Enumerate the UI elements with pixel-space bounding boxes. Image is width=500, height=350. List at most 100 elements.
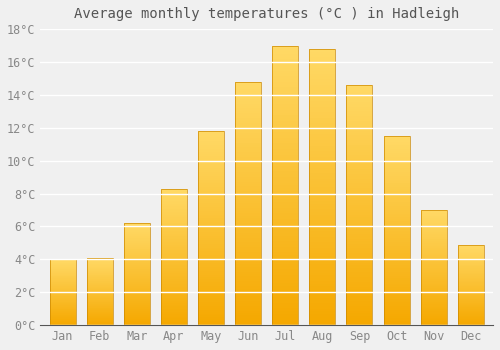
Bar [235,313,261,315]
Bar [272,210,298,213]
Bar [346,299,372,301]
Bar [420,256,446,257]
Bar [420,250,446,252]
Bar [272,202,298,205]
Bar [86,270,113,271]
Bar [50,283,76,284]
Bar [346,193,372,196]
Bar [161,292,187,294]
Bar [310,146,336,148]
Bar [420,280,446,281]
Bar [198,162,224,164]
Bar [310,187,336,190]
Bar [198,172,224,174]
Bar [198,166,224,168]
Bar [198,170,224,172]
Bar [420,320,446,321]
Bar [384,191,409,193]
Bar [346,231,372,234]
Bar [384,204,409,206]
Bar [346,160,372,162]
Bar [198,180,224,182]
Bar [161,260,187,261]
Bar [198,271,224,273]
Bar [235,184,261,187]
Bar [198,205,224,207]
Bar [272,144,298,146]
Bar [124,294,150,295]
Bar [161,199,187,201]
Bar [384,157,409,159]
Bar [384,251,409,253]
Bar [384,302,409,304]
Bar [458,277,484,278]
Bar [198,218,224,220]
Bar [458,255,484,256]
Bar [198,300,224,302]
Bar [235,128,261,131]
Bar [124,321,150,322]
Bar [420,300,446,301]
Bar [420,239,446,240]
Bar [86,277,113,278]
Bar [420,222,446,223]
Bar [198,139,224,141]
Bar [50,277,76,278]
Bar [235,257,261,259]
Bar [86,260,113,261]
Bar [86,308,113,309]
Bar [272,48,298,51]
Bar [384,185,409,187]
Bar [346,265,372,267]
Bar [458,272,484,273]
Bar [198,215,224,217]
Bar [458,316,484,317]
Bar [124,262,150,263]
Bar [310,270,336,273]
Bar [161,210,187,212]
Bar [420,324,446,325]
Bar [50,322,76,323]
Bar [420,281,446,282]
Bar [86,288,113,289]
Bar [50,310,76,311]
Bar [346,224,372,227]
Bar [272,197,298,199]
Bar [346,275,372,277]
Bar [458,285,484,286]
Bar [420,264,446,265]
Bar [161,212,187,213]
Bar [272,278,298,280]
Bar [346,308,372,311]
Bar [86,268,113,269]
Bar [86,275,113,276]
Bar [458,297,484,298]
Bar [272,141,298,144]
Bar [310,239,336,242]
Bar [50,292,76,293]
Bar [161,284,187,286]
Bar [124,318,150,319]
Bar [124,226,150,227]
Bar [420,299,446,300]
Bar [310,320,336,322]
Bar [346,121,372,124]
Bar [420,298,446,299]
Bar [198,158,224,160]
Bar [161,272,187,273]
Bar [272,46,298,48]
Bar [272,62,298,65]
Bar [161,275,187,276]
Bar [198,323,224,325]
Bar [420,210,446,325]
Bar [420,224,446,225]
Bar [272,233,298,236]
Bar [346,277,372,280]
Bar [161,266,187,268]
Bar [272,294,298,297]
Bar [50,307,76,308]
Bar [50,270,76,271]
Bar [124,229,150,230]
Bar [272,177,298,180]
Bar [310,264,336,267]
